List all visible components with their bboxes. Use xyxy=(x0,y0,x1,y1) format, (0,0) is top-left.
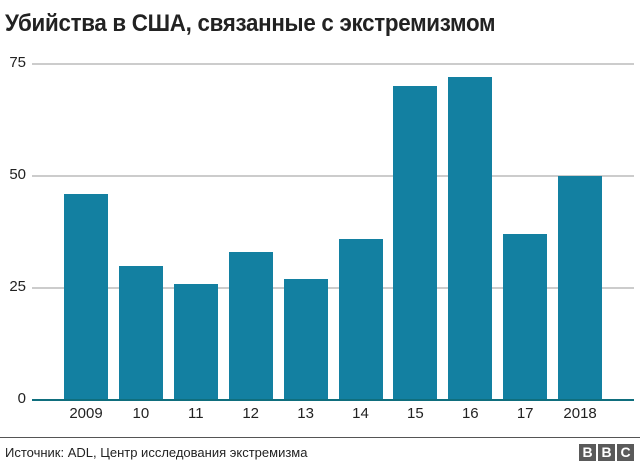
x-axis-tick-label: 11 xyxy=(188,405,204,422)
gridline xyxy=(32,287,634,289)
bar-14 xyxy=(338,238,383,400)
x-axis-tick-label: 13 xyxy=(297,405,314,422)
x-axis-tick-label: 14 xyxy=(352,405,369,422)
gridline xyxy=(32,63,634,65)
x-axis-tick-label: 16 xyxy=(461,405,479,422)
x-axis-baseline xyxy=(32,399,634,401)
x-axis-tick-label: 17 xyxy=(516,405,534,422)
bbc-logo-letter: B xyxy=(579,444,596,461)
y-axis-tick-label: 0 xyxy=(17,390,26,407)
bar-13 xyxy=(283,279,328,400)
x-axis-tick-label: 2018 xyxy=(563,405,597,422)
chart-title: Убийства в США, связанные с экстремизмом xyxy=(5,10,496,37)
y-axis-tick-label: 50 xyxy=(9,166,26,183)
bar-15 xyxy=(393,86,438,400)
bar-2009 xyxy=(64,193,108,400)
bar-16 xyxy=(448,77,493,400)
y-axis-tick-label: 25 xyxy=(9,278,26,295)
bbc-logo-letter: B xyxy=(598,444,615,461)
y-axis-tick-label: 75 xyxy=(9,54,26,71)
source-note: Источник: ADL, Центр исследования экстре… xyxy=(5,445,308,460)
gridline xyxy=(32,175,634,177)
footer-divider xyxy=(0,437,640,438)
bar-12 xyxy=(228,252,273,400)
bbc-logo-letter: C xyxy=(617,444,634,461)
chart-plot-area: 0 25 50 75 2009 10 11 12 13 14 15 16 17 2018 xyxy=(9,54,634,422)
bar-17 xyxy=(503,234,548,400)
bar-2018 xyxy=(558,176,603,400)
x-axis-tick-label: 15 xyxy=(407,405,424,422)
x-axis-tick-label: 12 xyxy=(242,405,260,422)
bar-11 xyxy=(173,283,218,400)
bar-10 xyxy=(118,265,163,400)
x-axis-tick-label: 2009 xyxy=(69,405,103,422)
bbc-logo: B B C xyxy=(579,444,634,461)
x-axis-tick-label: 10 xyxy=(132,405,150,422)
